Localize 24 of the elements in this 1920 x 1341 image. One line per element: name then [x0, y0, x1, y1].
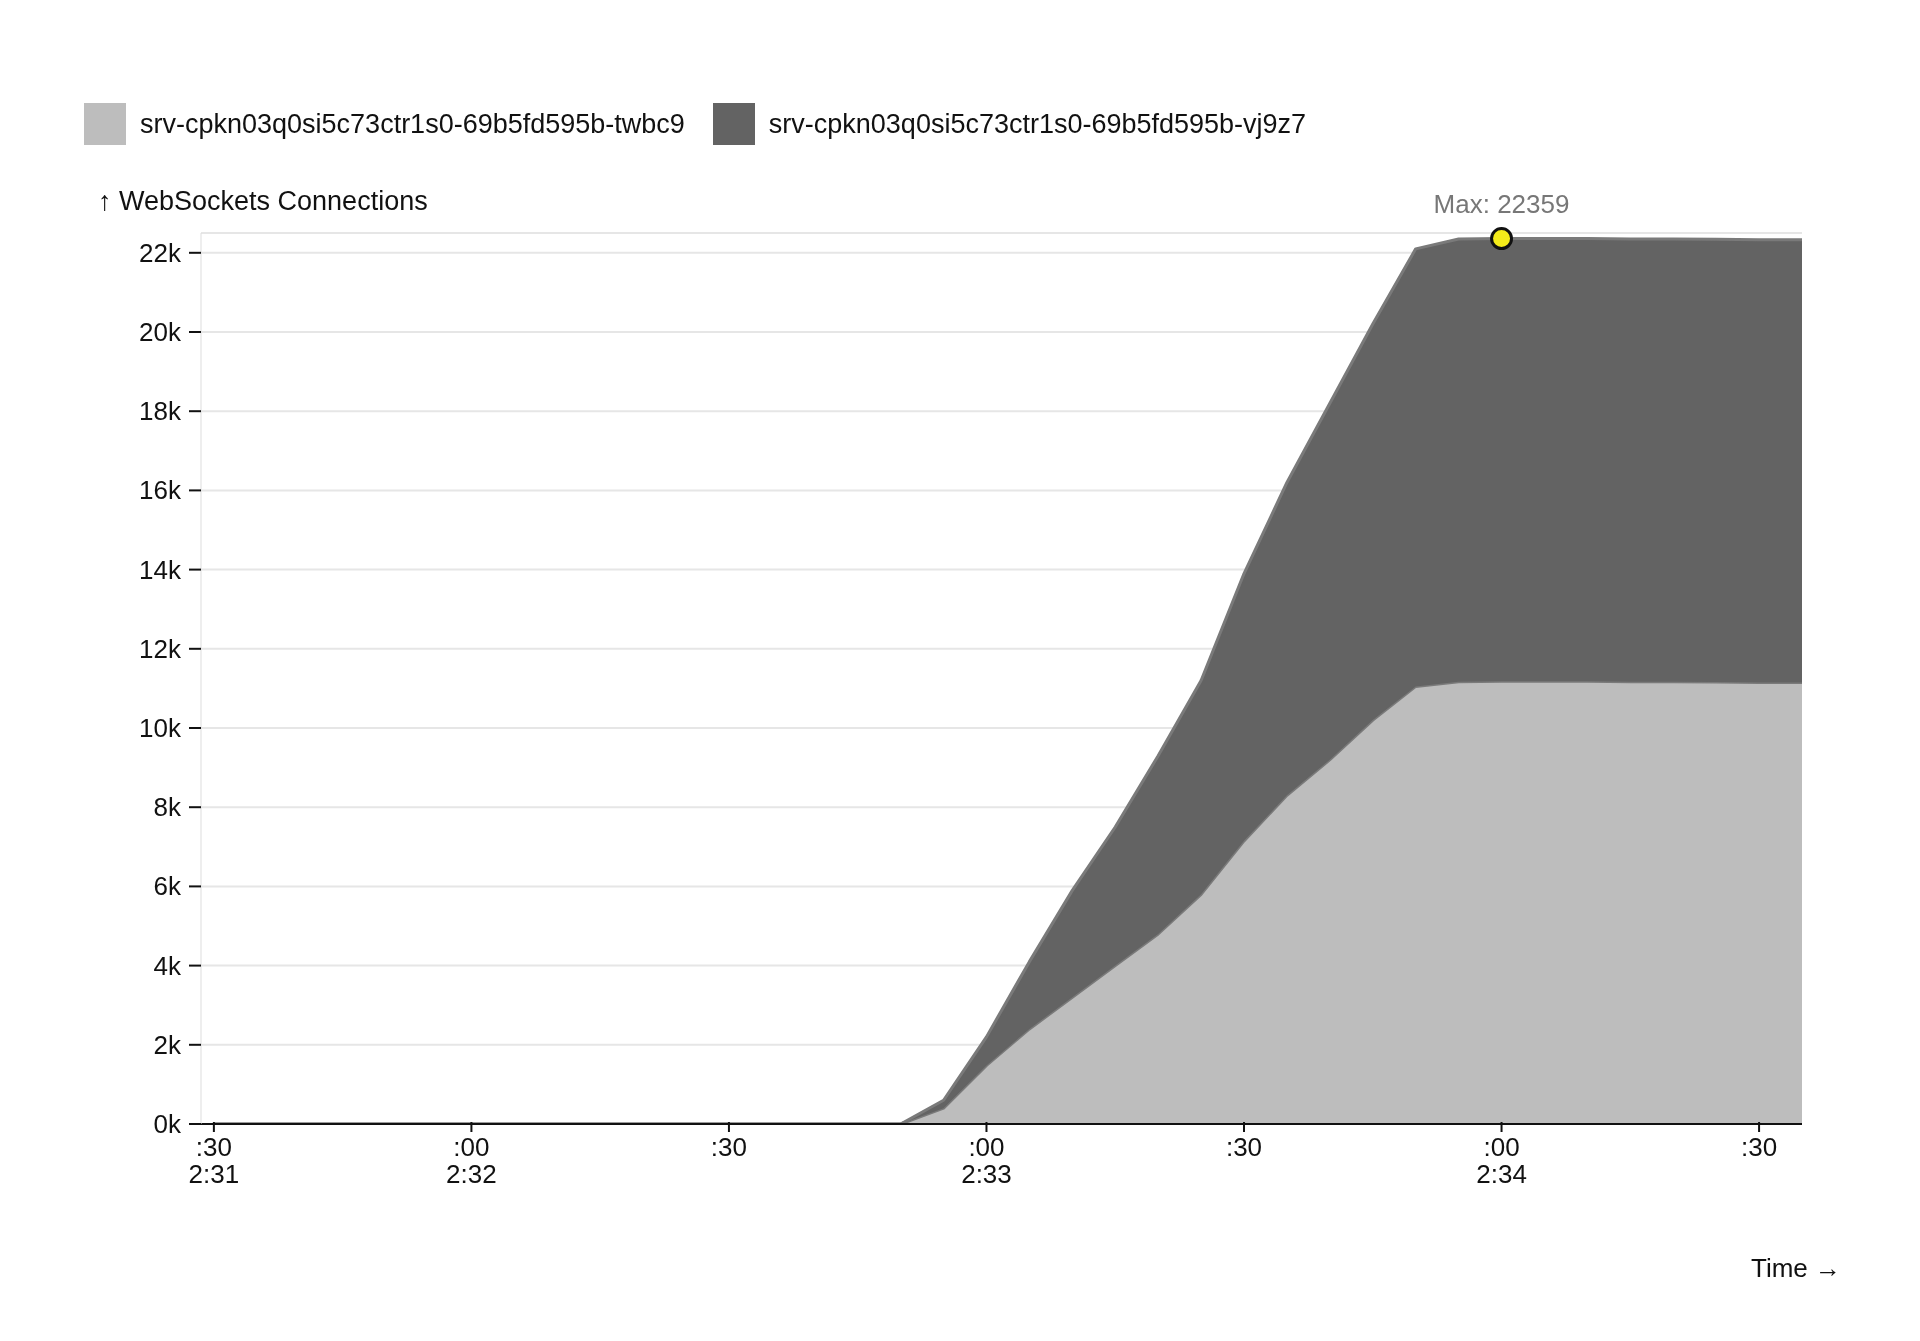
y-tick-label: 20k — [139, 317, 182, 347]
y-tick-label: 18k — [139, 396, 182, 427]
annotation: Max: 22359 — [1433, 188, 1570, 219]
x-tick-label: :30 — [1741, 1132, 1778, 1162]
y-tick-label: 0k — [153, 1109, 182, 1139]
y-tick-label: 14k — [139, 554, 182, 585]
y-axis-title: ↑ WebSockets Connections — [98, 186, 428, 217]
legend-label: srv-cpkn03q0si5c73ctr1s0-69b5fd595b-twbc9 — [140, 108, 685, 140]
y-tick-label: 6k — [153, 871, 182, 902]
x-axis-title: Time → — [1751, 1253, 1842, 1284]
x-tick-label: :30 — [710, 1132, 748, 1162]
y-tick-label: 16k — [139, 475, 182, 506]
y-tick-label: 10k — [139, 713, 182, 743]
x-tick-label: :30 — [1225, 1132, 1263, 1162]
x-tick-label: :00 2:34 — [1476, 1132, 1527, 1189]
y-tick-label: 4k — [153, 950, 182, 981]
legend-label: srv-cpkn03q0si5c73ctr1s0-69b5fd595b-vj9z7 — [768, 108, 1307, 140]
x-tick-label: :00 2:33 — [961, 1132, 1012, 1189]
y-tick-label: 8k — [153, 792, 182, 823]
x-tick-label: :00 2:32 — [446, 1132, 497, 1189]
y-tick-label: 2k — [153, 1029, 182, 1060]
y-tick-label: 22k — [139, 237, 182, 268]
y-tick-label: 12k — [139, 633, 182, 664]
x-tick-label: :30 2:31 — [188, 1132, 240, 1189]
